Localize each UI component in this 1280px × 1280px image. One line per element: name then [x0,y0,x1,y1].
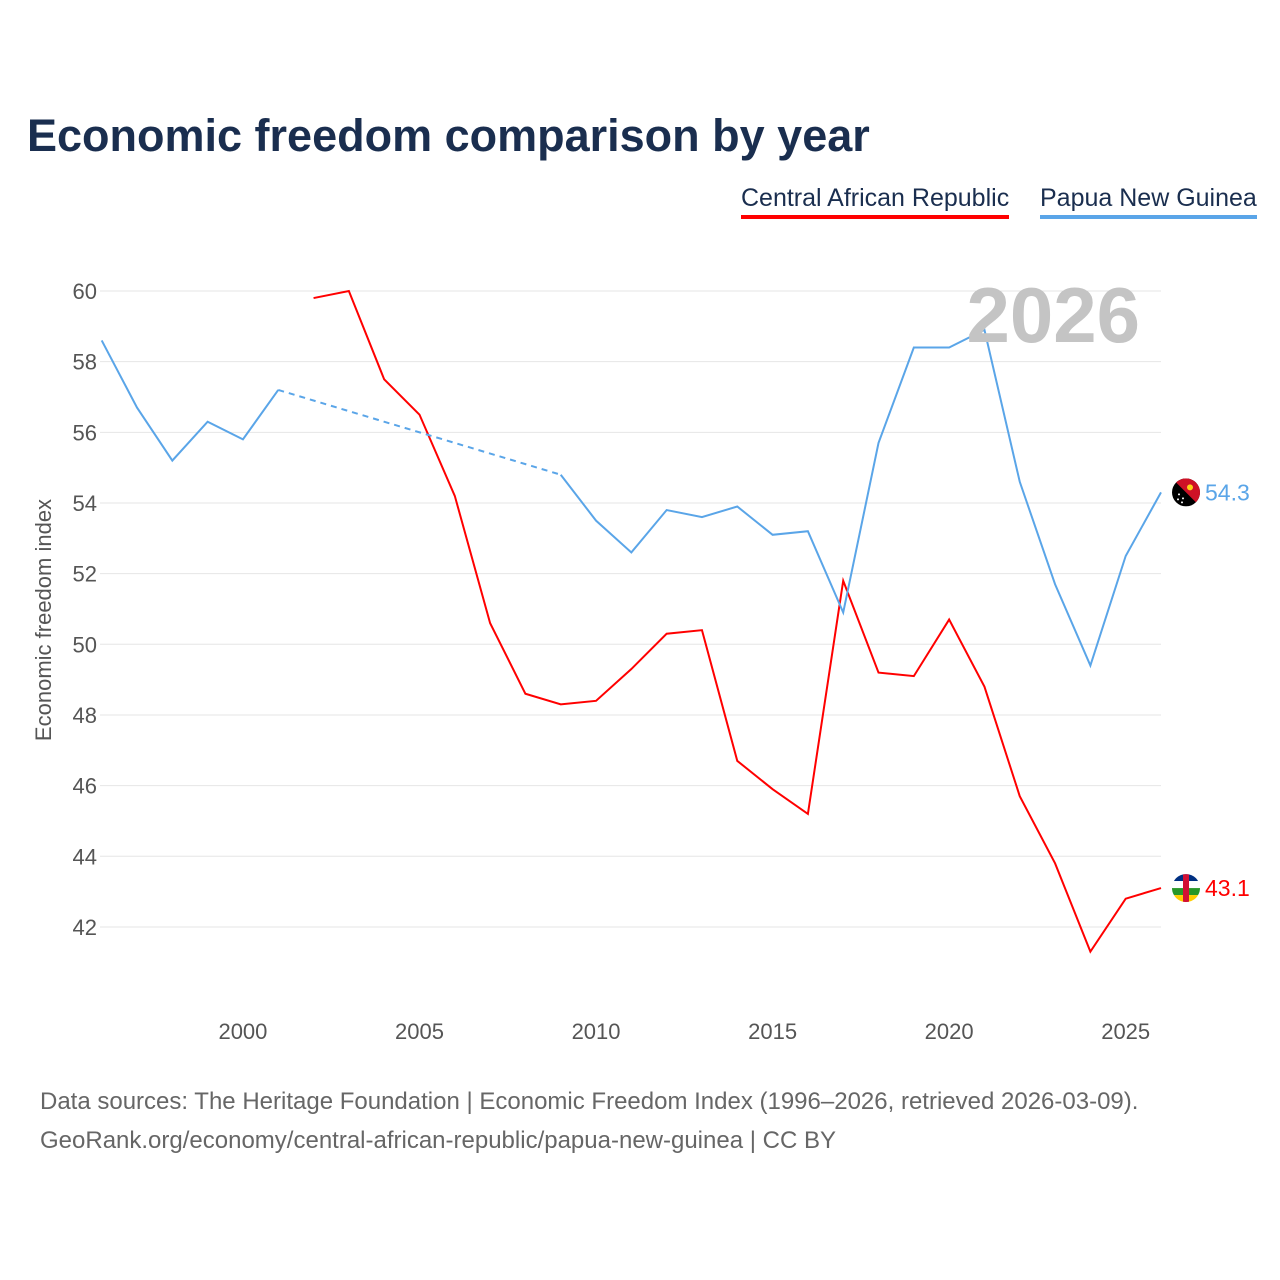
source-text: Data sources: The Heritage Foundation | … [40,1088,1139,1115]
source-url: GeoRank.org/economy/central-african-repu… [40,1127,836,1154]
papua-new-guinea-flag-icon [1172,478,1200,507]
legend-papua-new-guinea[interactable]: Papua New Guinea [1040,184,1257,219]
y-tick-label: 54 [73,491,97,516]
end-value-label: 54.3 [1205,479,1250,505]
y-tick-label: 42 [73,915,97,940]
y-tick-label: 58 [73,350,97,375]
y-tick-label: 52 [73,562,97,587]
gap-line-1 [277,388,562,476]
series-line-0 [313,289,1162,954]
central-african-republic-flag-icon [1172,874,1200,903]
x-tick-label: 2015 [748,1019,797,1044]
year-watermark: 2026 [966,271,1140,359]
y-tick-label: 50 [73,632,97,657]
series-line-1 [559,328,1162,669]
y-tick-label: 46 [73,774,97,799]
end-value-label: 43.1 [1205,875,1250,901]
chart-title: Economic freedom comparison by year [27,110,870,161]
series-line-1 [100,339,280,463]
x-tick-label: 2010 [572,1019,621,1044]
y-axis-label: Economic freedom index [31,499,56,741]
y-tick-label: 60 [73,279,97,304]
x-tick-label: 2020 [925,1019,974,1044]
x-tick-label: 2025 [1101,1019,1150,1044]
y-tick-label: 48 [73,703,97,728]
legend-central-african-republic[interactable]: Central African Republic [741,184,1010,219]
x-tick-label: 2005 [395,1019,444,1044]
y-tick-label: 56 [73,420,97,445]
x-tick-label: 2000 [218,1019,267,1044]
y-tick-label: 44 [73,844,97,869]
